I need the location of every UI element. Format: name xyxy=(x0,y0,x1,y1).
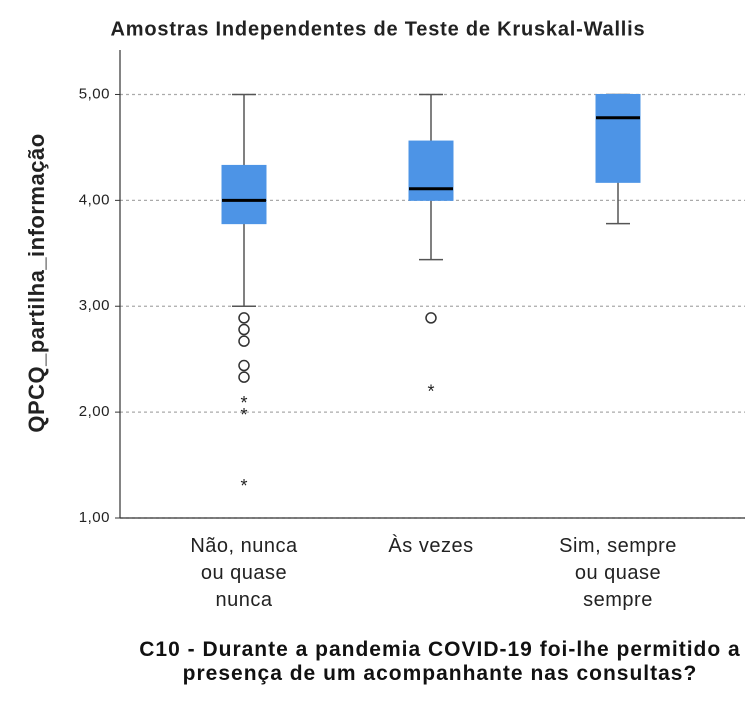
extreme: * xyxy=(240,405,247,425)
extreme: * xyxy=(427,382,434,402)
outlier xyxy=(238,312,250,324)
y-tick-label: 3,00 xyxy=(79,297,110,314)
outlier xyxy=(238,359,250,372)
chart-title: Amostras Independentes de Teste de Krusk… xyxy=(111,18,646,40)
outlier xyxy=(238,335,250,347)
y-axis-label: QPCQ_partilha_informação xyxy=(24,133,49,432)
box xyxy=(221,164,267,225)
x-tick-label: Às vezes xyxy=(388,535,474,557)
box xyxy=(595,93,641,183)
y-tick-label: 2,00 xyxy=(79,403,110,420)
y-tick-label: 5,00 xyxy=(79,85,110,102)
outlier xyxy=(238,323,250,336)
x-tick-label: Não, nunca ou quase nunca xyxy=(190,535,298,611)
outlier xyxy=(425,312,437,324)
y-tick-label: 1,00 xyxy=(79,509,110,526)
x-tick-label: Sim, sempre ou quase sempre xyxy=(559,535,677,611)
extreme: * xyxy=(240,393,247,413)
y-tick-label: 4,00 xyxy=(79,191,110,208)
outlier xyxy=(238,371,250,383)
box xyxy=(408,140,454,201)
x-axis-label: C10 - Durante a pandemia COVID-19 foi-lh… xyxy=(139,638,741,685)
extreme: * xyxy=(240,476,247,496)
